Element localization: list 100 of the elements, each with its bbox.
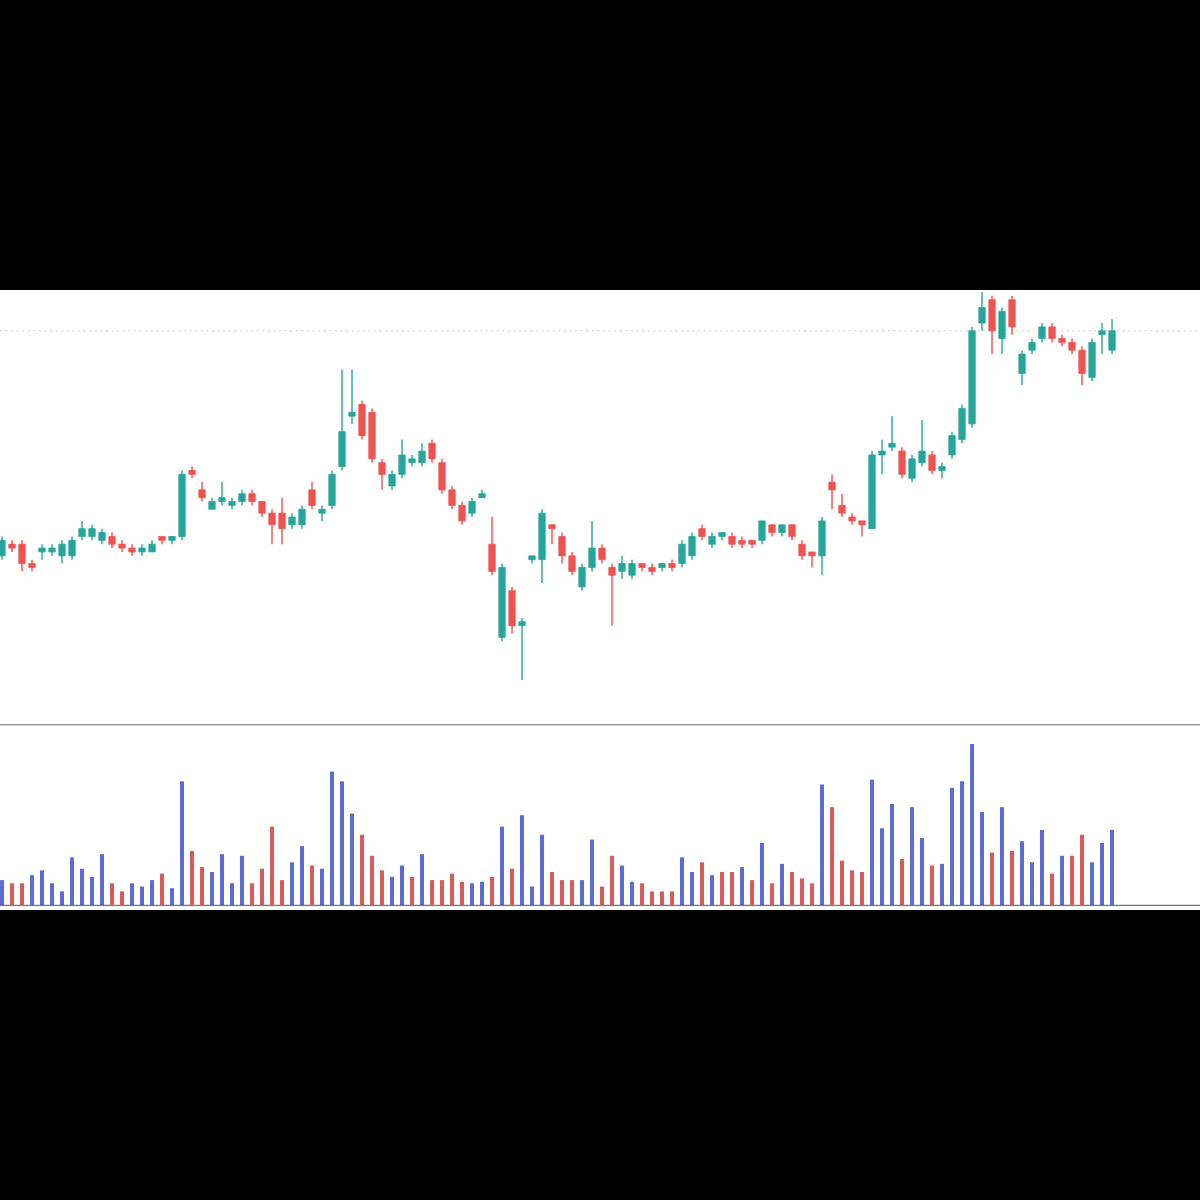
bar <box>530 886 535 906</box>
bar <box>890 803 895 906</box>
bar <box>910 807 915 906</box>
bar <box>50 883 54 906</box>
bar <box>220 854 224 906</box>
candlestick <box>938 462 946 479</box>
bar <box>380 870 385 906</box>
bar <box>10 883 14 906</box>
bar <box>680 857 685 906</box>
candlestick <box>338 368 346 472</box>
bar <box>320 868 324 906</box>
bar <box>940 863 945 906</box>
candlestick <box>838 493 846 518</box>
bar <box>350 813 354 906</box>
bar <box>650 891 655 906</box>
bar <box>760 842 765 906</box>
candlestick <box>888 415 896 452</box>
bar <box>330 771 334 906</box>
bar <box>450 873 455 906</box>
bar <box>1020 841 1025 906</box>
bar <box>390 876 395 906</box>
bar <box>80 868 84 906</box>
bar <box>160 873 164 906</box>
bar <box>210 871 214 906</box>
bar <box>120 891 124 906</box>
bar <box>880 828 885 906</box>
bar <box>140 886 144 906</box>
bar <box>1000 807 1005 906</box>
candlestick <box>898 446 906 479</box>
bar <box>700 862 705 906</box>
bar <box>590 839 595 906</box>
bar <box>1040 829 1045 906</box>
bar <box>780 863 785 906</box>
bar <box>710 875 715 906</box>
bar <box>100 854 104 906</box>
bar <box>660 891 665 906</box>
bar <box>820 784 825 906</box>
bar <box>500 826 505 906</box>
bar <box>620 865 625 906</box>
bar <box>1070 855 1075 906</box>
bar <box>540 834 545 906</box>
bar <box>850 870 855 906</box>
candlestick <box>198 481 206 503</box>
bar <box>640 883 645 906</box>
bar <box>300 846 304 906</box>
candlestick <box>598 543 606 565</box>
bar <box>20 883 24 906</box>
bar <box>550 871 555 906</box>
bar <box>150 880 154 906</box>
bar <box>810 883 815 906</box>
bar <box>270 826 274 906</box>
candlestick <box>468 496 476 518</box>
candlestick <box>0 535 6 561</box>
bar <box>1090 862 1095 906</box>
candlestick <box>988 295 996 355</box>
candlestick <box>488 516 496 576</box>
bar <box>930 865 935 906</box>
bar <box>110 883 114 906</box>
bar <box>510 868 515 906</box>
bar <box>860 871 865 906</box>
bar <box>360 834 364 906</box>
bar <box>800 878 805 906</box>
bar <box>30 875 34 906</box>
candlestick <box>1088 337 1096 382</box>
bar <box>250 883 254 906</box>
candlestick <box>308 481 316 510</box>
bar <box>520 815 525 906</box>
bar <box>340 781 344 906</box>
candlestick <box>828 473 836 510</box>
bar <box>870 779 875 906</box>
bar <box>690 871 695 906</box>
bar <box>230 883 234 906</box>
candlestick <box>928 450 936 476</box>
bar <box>970 743 975 906</box>
candlestick <box>548 524 556 545</box>
bar <box>130 883 134 906</box>
bar <box>960 781 965 906</box>
bar <box>840 860 845 906</box>
bar <box>40 870 44 906</box>
bar <box>1100 842 1105 906</box>
candlestick <box>508 586 516 635</box>
bar <box>950 787 955 906</box>
bar <box>70 857 74 906</box>
bar <box>430 880 435 906</box>
bar <box>740 867 745 906</box>
bar <box>720 871 725 906</box>
bar <box>600 886 605 906</box>
candlestick <box>378 458 386 491</box>
bar <box>610 855 615 906</box>
bar <box>0 880 4 906</box>
bar <box>790 871 795 906</box>
bar <box>980 812 985 906</box>
bar <box>1080 834 1085 906</box>
bar <box>420 854 425 906</box>
bar <box>370 855 374 906</box>
candlestick <box>1038 322 1046 344</box>
candlestick <box>348 368 356 425</box>
bar <box>460 881 465 906</box>
bar <box>1060 855 1065 906</box>
bar <box>90 876 94 906</box>
